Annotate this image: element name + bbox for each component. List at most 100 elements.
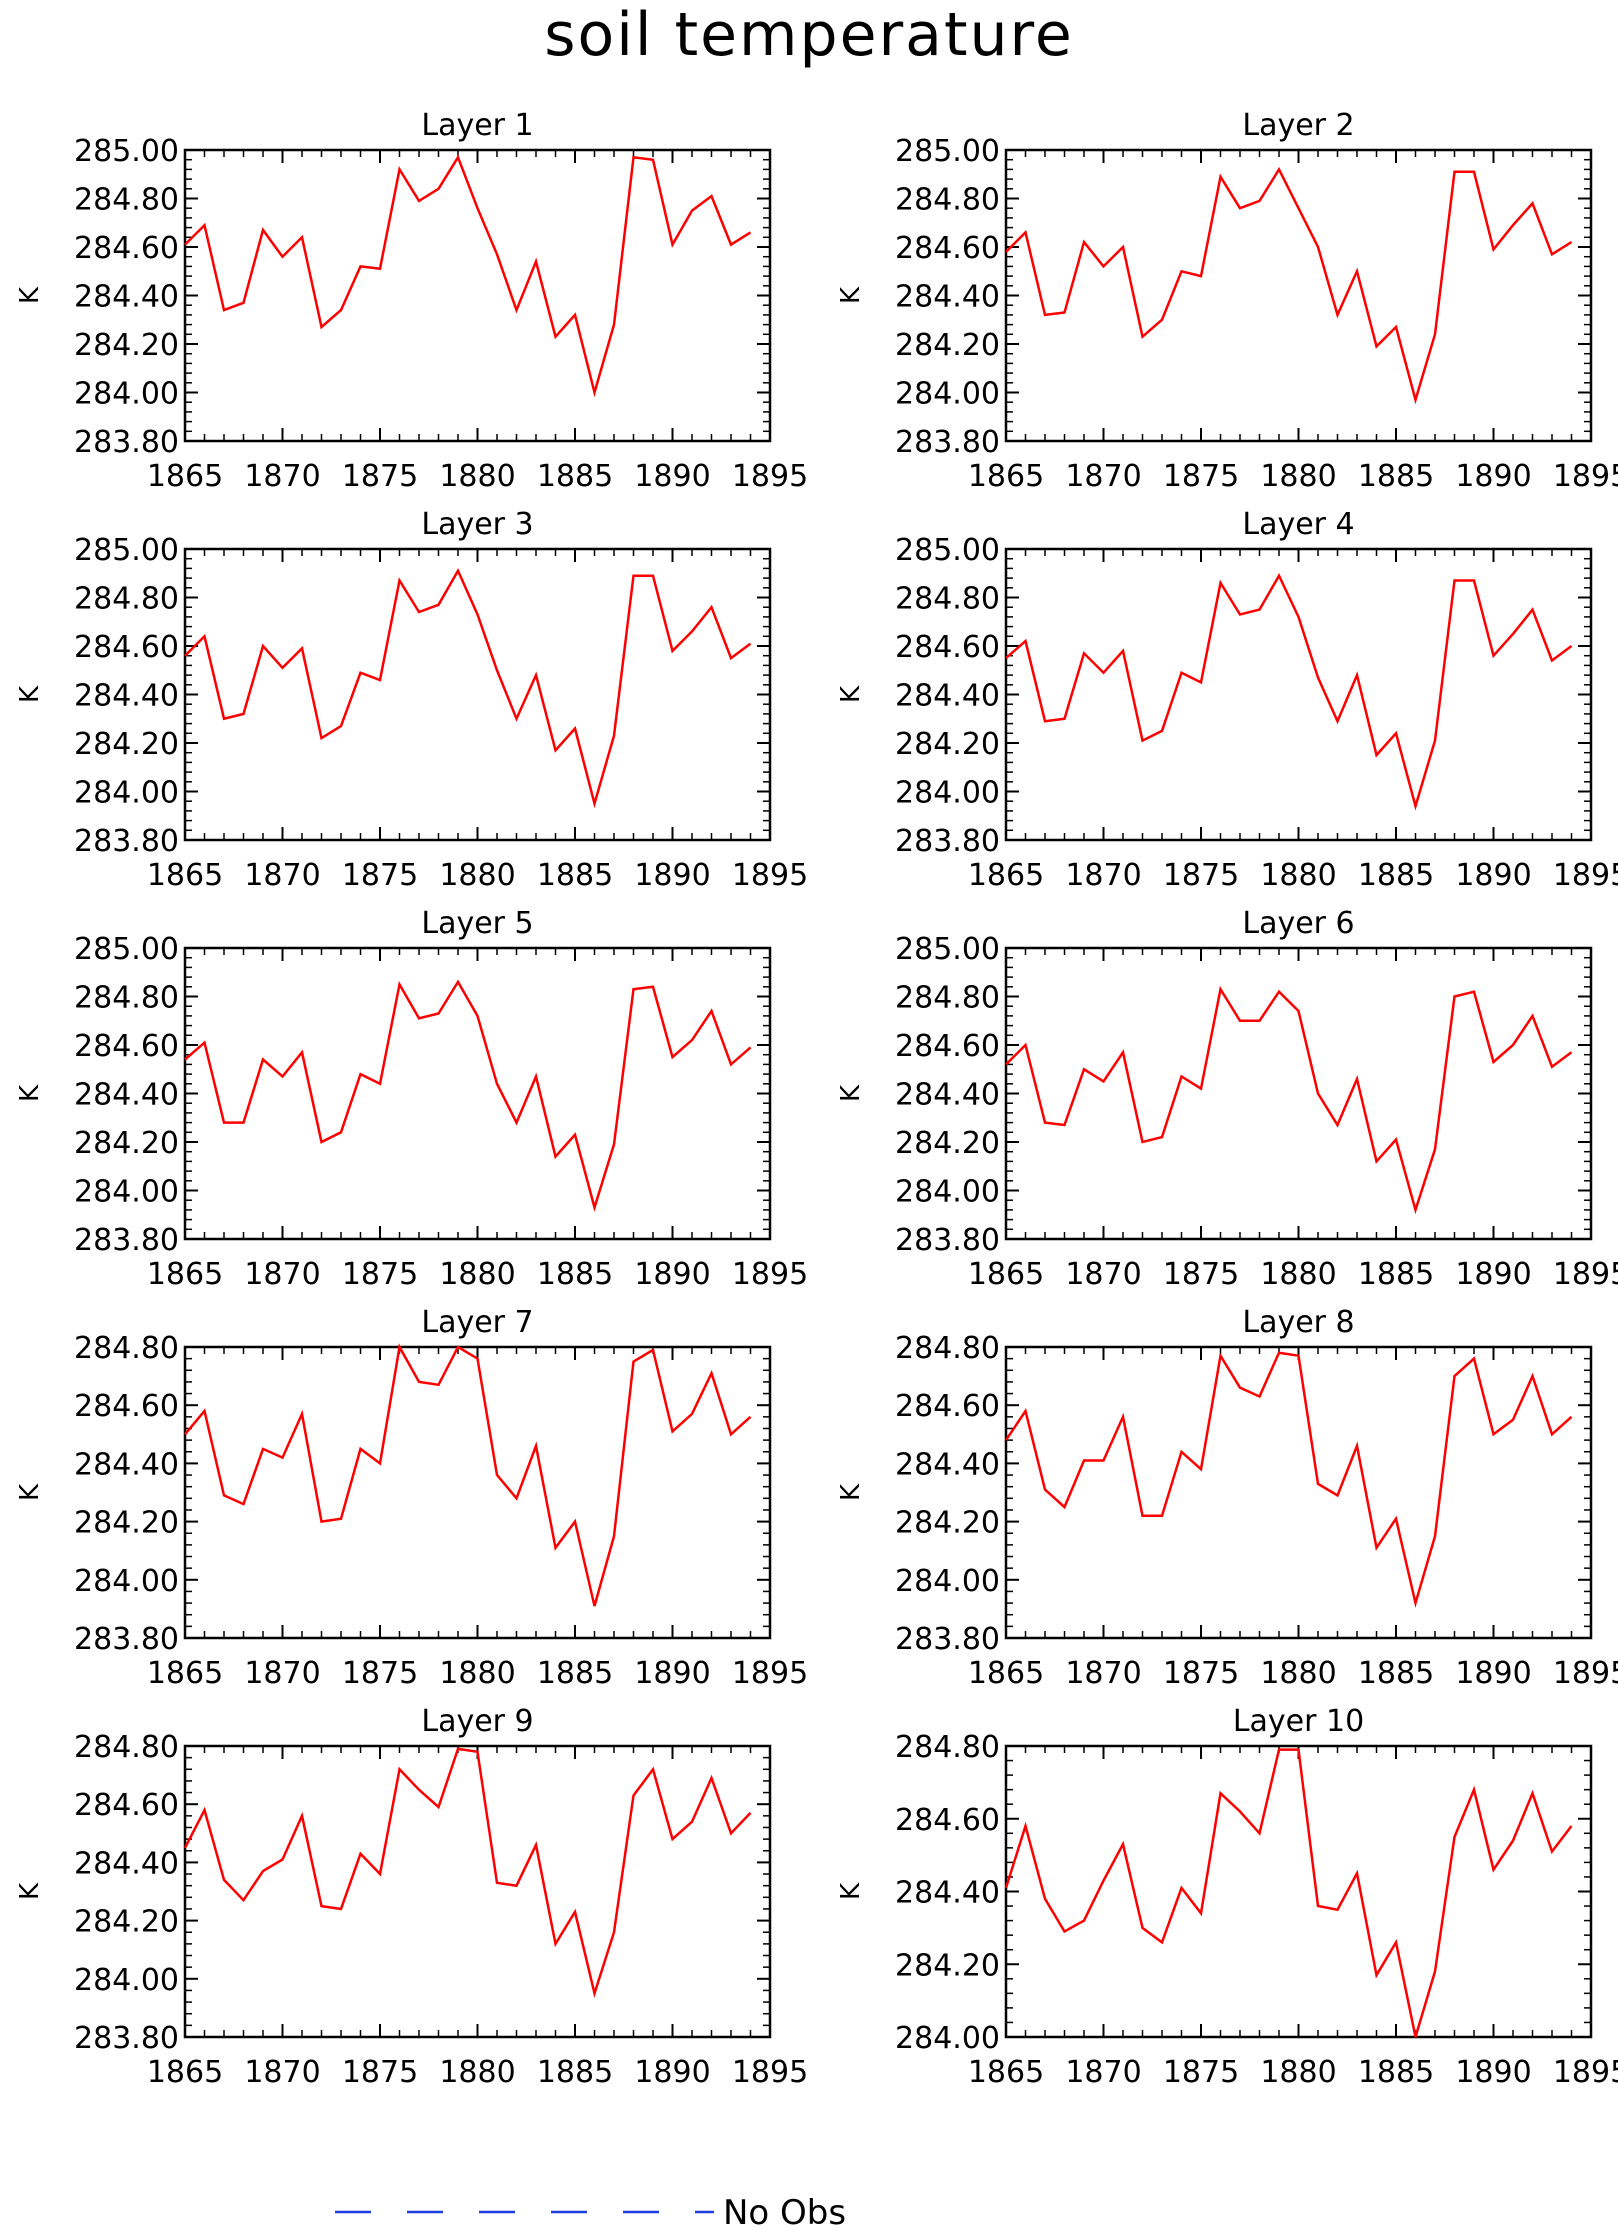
data-point	[1258, 1831, 1262, 1835]
y-axis-label: K	[836, 1483, 866, 1501]
data-point	[495, 668, 499, 672]
y-axis-label: K	[15, 1084, 45, 1102]
y-axis-label: K	[836, 286, 866, 304]
data-point	[1492, 1868, 1496, 1872]
data-point	[612, 1534, 616, 1538]
panel-title: Layer 7	[421, 1305, 533, 1340]
y-tick-label: 284.60	[895, 1389, 1000, 1424]
data-point	[710, 194, 714, 198]
x-tick-label: 1895	[1553, 2055, 1618, 2090]
data-point	[398, 1345, 402, 1349]
y-tick-label: 284.40	[74, 679, 179, 714]
chart-panel-9: 1865 1870 1875 1880 1885 1890 1895 283.80 284.00…	[15, 1704, 808, 2090]
data-point	[1277, 1748, 1281, 1752]
data-point	[1472, 990, 1476, 994]
y-tick-label: 284.20	[74, 1126, 179, 1161]
plot-frame	[183, 1345, 772, 1640]
x-tick-label: 1875	[342, 1656, 418, 1691]
data-point	[1219, 581, 1223, 585]
data-point	[690, 1412, 694, 1416]
data-point	[398, 982, 402, 986]
data-point	[300, 1050, 304, 1054]
plot-frame	[1004, 148, 1593, 443]
data-point	[1355, 1077, 1359, 1081]
y-tick-label: 284.20	[74, 328, 179, 363]
data-point	[1531, 201, 1535, 205]
y-tick-label: 284.00	[895, 377, 1000, 412]
data-point	[1141, 739, 1145, 743]
data-point	[593, 802, 597, 806]
data-point	[359, 264, 363, 268]
data-point	[456, 569, 460, 573]
y-tick-label: 284.60	[74, 1788, 179, 1823]
chart-panel-4: 1865 1870 1875 1880 1885 1890 1895 283.80 284.00…	[836, 507, 1618, 893]
plot-frame	[1004, 946, 1593, 1241]
data-point	[281, 1075, 285, 1079]
series-line	[1005, 166, 1573, 405]
data-point	[1219, 987, 1223, 991]
data-point	[749, 1811, 753, 1815]
plot-frame	[1004, 547, 1593, 842]
data-point	[300, 235, 304, 239]
y-tick-label: 284.80	[895, 981, 1000, 1016]
data-point	[1043, 1488, 1047, 1492]
data-point	[593, 1991, 597, 1995]
data-point	[242, 1502, 246, 1506]
x-tick-label: 1865	[968, 1656, 1044, 1691]
data-point	[1336, 313, 1340, 317]
data-point	[1238, 206, 1242, 210]
data-point	[222, 717, 226, 721]
x-tick-label: 1890	[634, 1257, 710, 1292]
data-point	[671, 1429, 675, 1433]
panel-title: Layer 8	[1242, 1305, 1354, 1340]
data-point	[1297, 1748, 1301, 1752]
data-point	[378, 678, 382, 682]
data-point	[1277, 990, 1281, 994]
data-point	[1004, 250, 1008, 254]
x-tick-label: 1875	[342, 1257, 418, 1292]
x-tick-label: 1865	[968, 858, 1044, 893]
x-tick-label: 1885	[1358, 858, 1434, 893]
data-point	[1297, 206, 1301, 210]
data-point	[1102, 1079, 1106, 1083]
data-point	[593, 1205, 597, 1209]
data-point	[1375, 344, 1379, 348]
data-point	[1511, 1043, 1515, 1047]
data-point	[651, 574, 655, 578]
x-tick-label: 1885	[1358, 1656, 1434, 1691]
data-point	[749, 1045, 753, 1049]
data-point	[1121, 1842, 1125, 1846]
data-point	[1102, 264, 1106, 268]
panel-title: Layer 6	[1242, 906, 1354, 941]
x-tick-label: 1895	[1553, 1257, 1618, 1292]
y-tick-label: 285.00	[74, 134, 179, 169]
y-tick-label: 284.60	[74, 630, 179, 665]
y-tick-label: 284.40	[74, 280, 179, 315]
x-tick-label: 1870	[244, 1656, 320, 1691]
data-point	[612, 323, 616, 327]
data-point	[1453, 995, 1457, 999]
data-point	[359, 1852, 363, 1856]
x-tick-label: 1885	[537, 1656, 613, 1691]
data-point	[534, 1075, 538, 1079]
data-point	[242, 1898, 246, 1902]
series-line	[184, 568, 752, 809]
data-point	[632, 155, 636, 159]
data-point	[1063, 717, 1067, 721]
data-point	[1375, 1159, 1379, 1163]
data-point	[1024, 1409, 1028, 1413]
data-point	[749, 230, 753, 234]
data-point	[1550, 1432, 1554, 1436]
data-point	[1550, 1065, 1554, 1069]
data-point	[1219, 175, 1223, 179]
panel-title: Layer 5	[421, 906, 533, 941]
data-point	[1238, 1809, 1242, 1813]
data-point	[339, 308, 343, 312]
data-point	[261, 1447, 265, 1451]
y-tick-label: 284.60	[74, 1389, 179, 1424]
y-axis-label: K	[836, 1084, 866, 1102]
data-point	[398, 167, 402, 171]
data-point	[437, 1383, 441, 1387]
data-point	[1531, 1791, 1535, 1795]
data-point	[1336, 719, 1340, 723]
